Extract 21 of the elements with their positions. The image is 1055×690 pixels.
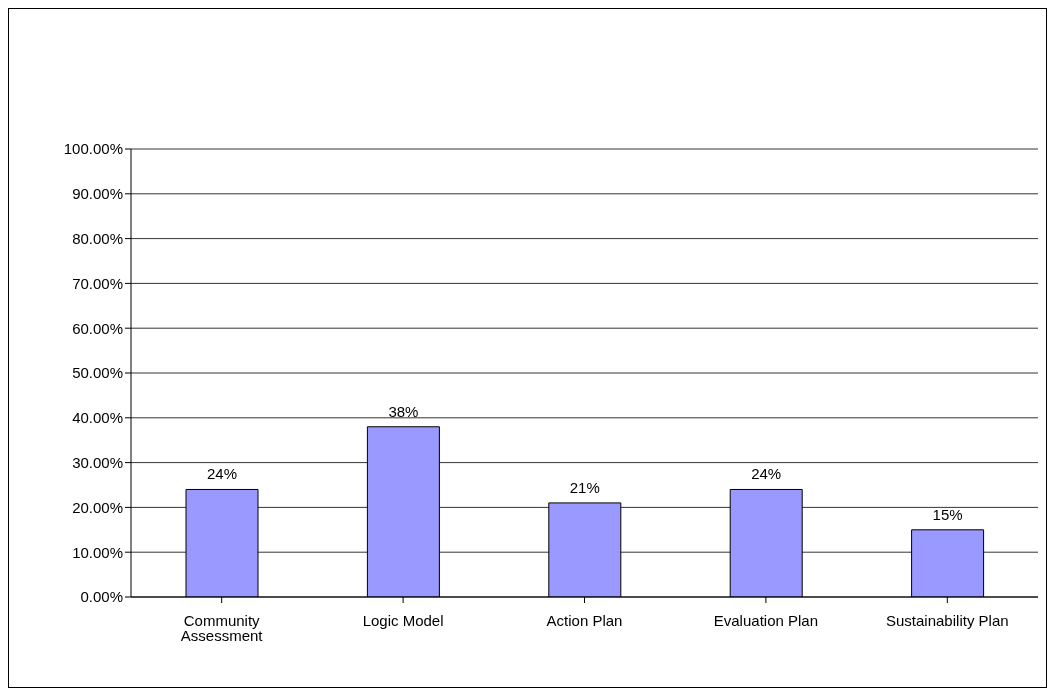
- y-tick-label: 50.00%: [72, 364, 123, 382]
- data-label: 38%: [388, 402, 419, 420]
- x-tick-label: Logic Model: [362, 611, 444, 629]
- x-tick-label: Action Plan: [546, 611, 623, 629]
- y-tick-label: 0.00%: [80, 588, 123, 606]
- data-label: 24%: [751, 465, 782, 483]
- data-label: 15%: [932, 505, 963, 523]
- y-tick-label: 90.00%: [72, 185, 123, 203]
- data-label: 24%: [206, 465, 238, 483]
- y-tick-label: 30.00%: [72, 453, 123, 471]
- y-tick-label: 100.00%: [63, 140, 123, 158]
- data-label: 21%: [569, 478, 600, 496]
- x-tick-label: Sustainability Plan: [886, 611, 1009, 629]
- x-tick-label: Evaluation Plan: [713, 611, 819, 629]
- y-tick-label: 20.00%: [72, 498, 123, 516]
- y-tick-label: 60.00%: [72, 319, 123, 337]
- y-tick-label: 80.00%: [72, 229, 123, 247]
- x-tick-label: Community Assessment: [180, 611, 264, 644]
- y-tick-label: 40.00%: [72, 409, 123, 427]
- y-tick-label: 70.00%: [72, 274, 123, 292]
- y-tick-label: 10.00%: [72, 543, 123, 561]
